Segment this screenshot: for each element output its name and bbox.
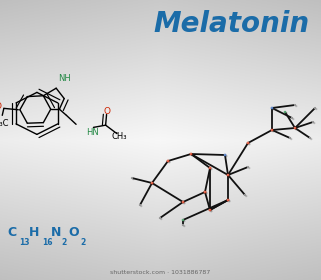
Text: 16: 16 (42, 238, 52, 247)
Circle shape (227, 174, 229, 176)
Circle shape (273, 130, 274, 132)
Circle shape (290, 137, 291, 138)
Circle shape (248, 143, 250, 145)
Text: C: C (7, 227, 16, 239)
Circle shape (169, 162, 170, 163)
Text: O: O (0, 102, 1, 111)
Circle shape (309, 137, 310, 138)
Circle shape (192, 155, 193, 156)
Circle shape (184, 202, 185, 204)
Text: shutterstock.com · 1031886787: shutterstock.com · 1031886787 (110, 270, 211, 275)
Circle shape (229, 176, 230, 177)
Circle shape (229, 200, 230, 202)
Circle shape (224, 155, 226, 156)
Text: N: N (51, 227, 62, 239)
Circle shape (273, 109, 274, 110)
Text: O: O (103, 107, 110, 116)
Text: H₃C: H₃C (0, 119, 8, 128)
Circle shape (209, 209, 211, 211)
Circle shape (246, 196, 247, 197)
Circle shape (152, 183, 154, 185)
Circle shape (182, 201, 184, 203)
Circle shape (247, 142, 249, 144)
Text: 2: 2 (80, 238, 85, 247)
Circle shape (286, 113, 287, 114)
Circle shape (209, 167, 211, 169)
Text: HN: HN (86, 128, 99, 137)
Circle shape (161, 219, 162, 220)
Circle shape (211, 211, 212, 212)
Text: O: O (69, 227, 79, 239)
Circle shape (167, 160, 169, 162)
Circle shape (204, 191, 206, 193)
Circle shape (141, 206, 142, 207)
Circle shape (293, 119, 294, 120)
Circle shape (271, 108, 273, 109)
Text: 2: 2 (62, 238, 67, 247)
Circle shape (227, 199, 229, 201)
Text: Melatonin: Melatonin (153, 10, 309, 38)
Text: H: H (29, 227, 39, 239)
Circle shape (226, 156, 227, 157)
Circle shape (211, 169, 212, 170)
Circle shape (151, 182, 153, 184)
Circle shape (271, 129, 273, 131)
Circle shape (190, 153, 192, 155)
Circle shape (249, 168, 250, 169)
Circle shape (205, 192, 207, 194)
Text: CH₃: CH₃ (112, 132, 127, 141)
Circle shape (184, 226, 185, 227)
Circle shape (284, 111, 286, 113)
Text: 13: 13 (19, 238, 30, 247)
Circle shape (140, 205, 141, 206)
Text: NH: NH (58, 74, 71, 83)
Circle shape (294, 127, 296, 129)
Circle shape (296, 129, 297, 130)
